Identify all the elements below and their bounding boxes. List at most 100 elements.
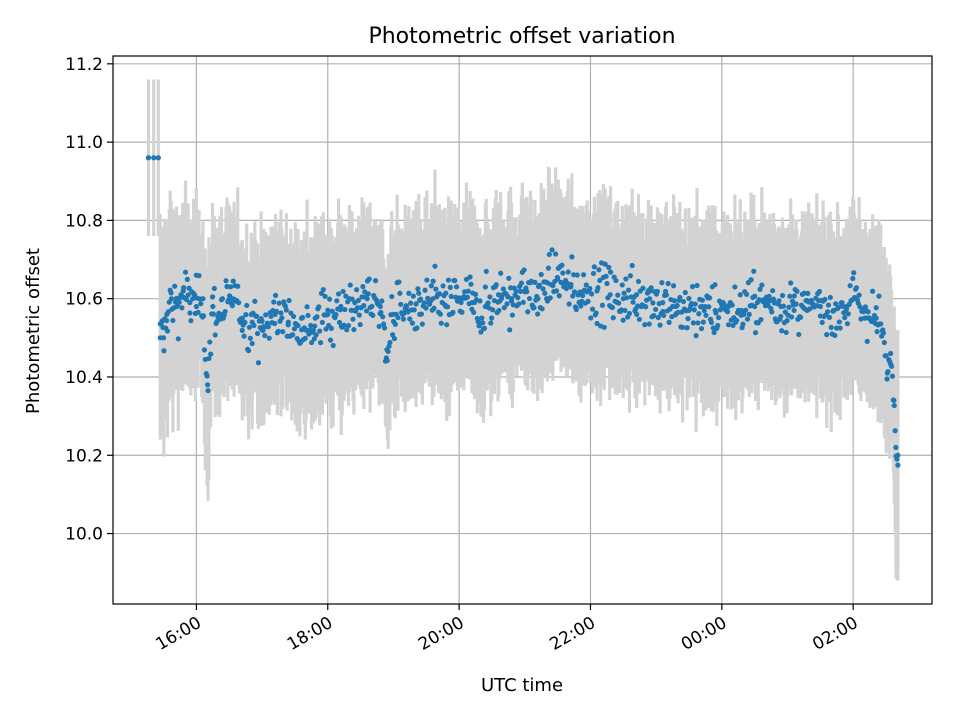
data-point	[856, 292, 862, 298]
data-point	[351, 326, 357, 333]
data-point	[268, 313, 274, 319]
data-point	[830, 307, 837, 314]
data-point	[436, 291, 443, 297]
data-point	[271, 299, 277, 305]
data-point	[599, 302, 606, 308]
data-point	[712, 307, 718, 314]
data-point	[204, 373, 210, 379]
data-point	[650, 300, 656, 306]
data-point	[356, 312, 362, 318]
data-point	[696, 311, 702, 317]
data-point	[594, 288, 600, 294]
data-point	[824, 332, 830, 338]
data-point	[711, 329, 717, 336]
data-point	[354, 287, 360, 293]
data-point	[351, 307, 357, 314]
data-point	[355, 297, 362, 304]
data-point	[547, 295, 553, 301]
data-point	[819, 319, 825, 326]
data-point	[531, 304, 537, 311]
data-point	[160, 335, 167, 341]
data-point	[259, 327, 265, 333]
data-point	[853, 285, 860, 291]
data-point	[587, 285, 593, 292]
data-point	[320, 287, 326, 293]
data-point	[878, 321, 884, 327]
data-point	[743, 291, 750, 297]
data-point	[642, 322, 648, 328]
data-point	[334, 298, 340, 304]
data-point	[603, 273, 609, 279]
data-point	[414, 325, 420, 331]
data-point	[211, 285, 217, 292]
data-point	[580, 272, 587, 278]
data-point	[623, 276, 629, 282]
data-point	[403, 303, 410, 310]
data-point	[835, 304, 842, 311]
data-point	[304, 304, 310, 310]
data-point	[487, 294, 493, 300]
data-point	[482, 303, 488, 310]
data-point	[822, 296, 828, 302]
data-point	[654, 288, 660, 295]
data-point	[743, 307, 749, 313]
data-point	[583, 282, 589, 288]
data-point	[210, 311, 217, 317]
data-point	[850, 275, 856, 282]
data-point	[477, 298, 483, 304]
data-point	[179, 305, 185, 311]
data-point	[263, 312, 269, 318]
data-point	[565, 269, 571, 275]
plot-frame	[112, 55, 933, 605]
data-point	[464, 294, 470, 300]
data-point	[444, 322, 450, 328]
data-point	[891, 397, 897, 404]
data-point	[633, 292, 640, 298]
data-point	[622, 307, 628, 314]
data-point	[513, 288, 519, 294]
data-point	[317, 340, 324, 346]
data-point	[593, 310, 599, 316]
data-point	[276, 300, 282, 306]
data-point	[361, 303, 367, 309]
data-point	[278, 310, 284, 316]
data-point	[417, 296, 424, 302]
data-point	[196, 273, 202, 279]
data-point	[266, 335, 272, 341]
data-point	[408, 300, 414, 306]
data-point	[438, 320, 444, 326]
data-point	[302, 335, 308, 341]
data-point	[185, 292, 191, 298]
data-point	[363, 308, 370, 314]
data-point	[591, 264, 597, 270]
data-point	[690, 320, 697, 326]
data-point	[381, 325, 388, 331]
data-point	[549, 247, 555, 253]
data-point	[164, 328, 171, 334]
data-point	[778, 303, 784, 310]
data-point	[495, 292, 502, 298]
data-point	[295, 322, 301, 329]
data-point	[643, 304, 649, 310]
y-tick-label: 10.0	[65, 525, 103, 545]
data-point	[239, 315, 245, 321]
x-axis-label: UTC time	[481, 675, 563, 696]
data-point	[769, 309, 775, 315]
data-point	[752, 330, 759, 336]
data-point	[805, 290, 811, 297]
data-point	[410, 293, 416, 299]
data-point	[476, 323, 482, 329]
data-point	[349, 296, 355, 302]
data-point	[468, 281, 474, 287]
data-point	[689, 284, 696, 290]
data-point	[305, 312, 311, 319]
data-point	[272, 320, 278, 327]
data-point	[895, 452, 901, 458]
data-point	[493, 282, 499, 288]
data-point	[550, 283, 556, 289]
data-point	[766, 293, 772, 299]
data-point	[657, 322, 663, 328]
data-point	[409, 320, 416, 326]
data-point	[844, 321, 851, 327]
data-point	[609, 304, 615, 310]
